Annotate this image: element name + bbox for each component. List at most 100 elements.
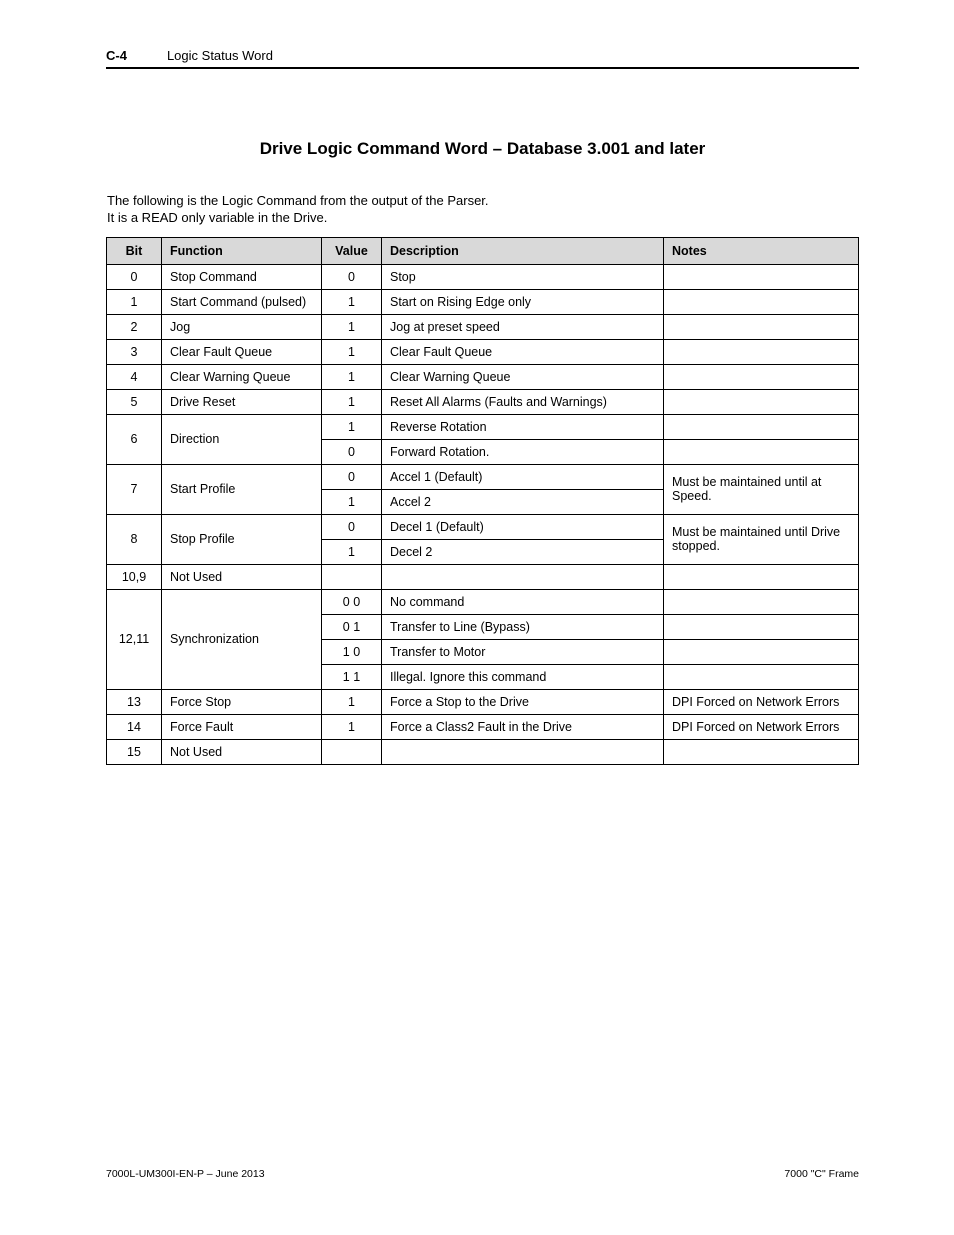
- page-number: C-4: [106, 48, 127, 63]
- cell-value: 1: [322, 389, 382, 414]
- cell-description: No command: [382, 589, 664, 614]
- cell-function: Clear Fault Queue: [162, 339, 322, 364]
- cell-description: [382, 564, 664, 589]
- cell-notes: [664, 414, 859, 439]
- cell-description: [382, 739, 664, 764]
- cell-bit: 13: [107, 689, 162, 714]
- cell-description: Transfer to Line (Bypass): [382, 614, 664, 639]
- cell-bit: 15: [107, 739, 162, 764]
- cell-notes: [664, 589, 859, 614]
- table-row: 8Stop Profile0Decel 1 (Default)Must be m…: [107, 514, 859, 539]
- cell-function: Stop Profile: [162, 514, 322, 564]
- table-row: 0Stop Command0Stop: [107, 264, 859, 289]
- cell-function: Start Command (pulsed): [162, 289, 322, 314]
- cell-value: 1: [322, 314, 382, 339]
- cell-function: Force Stop: [162, 689, 322, 714]
- cell-bit: 0: [107, 264, 162, 289]
- cell-notes: [664, 664, 859, 689]
- cell-value: 1 0: [322, 639, 382, 664]
- cell-notes: [664, 739, 859, 764]
- cell-function: Drive Reset: [162, 389, 322, 414]
- cell-description: Transfer to Motor: [382, 639, 664, 664]
- table-row: 1Start Command (pulsed)1Start on Rising …: [107, 289, 859, 314]
- cell-notes: [664, 389, 859, 414]
- cell-bit: 5: [107, 389, 162, 414]
- page-footer: 7000L-UM300I-EN-P – June 2013 7000 "C" F…: [106, 1168, 859, 1180]
- footer-left: 7000L-UM300I-EN-P – June 2013: [106, 1168, 265, 1180]
- cell-function: Stop Command: [162, 264, 322, 289]
- cell-bit: 10,9: [107, 564, 162, 589]
- cell-description: Jog at preset speed: [382, 314, 664, 339]
- cell-description: Stop: [382, 264, 664, 289]
- cell-notes: [664, 339, 859, 364]
- cell-value: 1: [322, 714, 382, 739]
- cell-value: 0 1: [322, 614, 382, 639]
- cell-description: Force a Class2 Fault in the Drive: [382, 714, 664, 739]
- cell-notes: Must be maintained until at Speed.: [664, 464, 859, 514]
- cell-bit: 14: [107, 714, 162, 739]
- table-header-row: Bit Function Value Description Notes: [107, 237, 859, 264]
- cell-value: 0: [322, 439, 382, 464]
- cell-value: [322, 739, 382, 764]
- header-title: Logic Status Word: [167, 48, 273, 63]
- cell-value: 1 1: [322, 664, 382, 689]
- table-row: 5Drive Reset1Reset All Alarms (Faults an…: [107, 389, 859, 414]
- table-row: 2Jog1Jog at preset speed: [107, 314, 859, 339]
- cell-description: Clear Fault Queue: [382, 339, 664, 364]
- cell-value: [322, 564, 382, 589]
- cell-description: Accel 2: [382, 489, 664, 514]
- command-word-table: Bit Function Value Description Notes 0St…: [106, 237, 859, 765]
- cell-function: Start Profile: [162, 464, 322, 514]
- cell-notes: [664, 564, 859, 589]
- th-bit: Bit: [107, 237, 162, 264]
- th-notes: Notes: [664, 237, 859, 264]
- page-header: C-4 Logic Status Word: [106, 48, 859, 69]
- cell-value: 1: [322, 489, 382, 514]
- cell-value: 1: [322, 689, 382, 714]
- cell-description: Illegal. Ignore this command: [382, 664, 664, 689]
- cell-description: Start on Rising Edge only: [382, 289, 664, 314]
- cell-value: 1: [322, 414, 382, 439]
- cell-function: Jog: [162, 314, 322, 339]
- th-description: Description: [382, 237, 664, 264]
- cell-value: 1: [322, 539, 382, 564]
- cell-description: Decel 2: [382, 539, 664, 564]
- cell-notes: [664, 439, 859, 464]
- cell-bit: 2: [107, 314, 162, 339]
- cell-bit: 8: [107, 514, 162, 564]
- cell-notes: [664, 264, 859, 289]
- cell-function: Not Used: [162, 564, 322, 589]
- table-row: 13Force Stop1Force a Stop to the DriveDP…: [107, 689, 859, 714]
- cell-function: Not Used: [162, 739, 322, 764]
- cell-notes: DPI Forced on Network Errors: [664, 714, 859, 739]
- cell-value: 1: [322, 339, 382, 364]
- cell-description: Reset All Alarms (Faults and Warnings): [382, 389, 664, 414]
- cell-description: Accel 1 (Default): [382, 464, 664, 489]
- cell-function: Clear Warning Queue: [162, 364, 322, 389]
- table-row: 12,11Synchronization0 0No command: [107, 589, 859, 614]
- intro-text: The following is the Logic Command from …: [107, 193, 859, 227]
- cell-notes: [664, 364, 859, 389]
- cell-notes: [664, 289, 859, 314]
- cell-value: 1: [322, 364, 382, 389]
- cell-notes: Must be maintained until Drive stopped.: [664, 514, 859, 564]
- th-value: Value: [322, 237, 382, 264]
- cell-notes: [664, 614, 859, 639]
- cell-function: Force Fault: [162, 714, 322, 739]
- cell-bit: 6: [107, 414, 162, 464]
- table-row: 14Force Fault1Force a Class2 Fault in th…: [107, 714, 859, 739]
- intro-line-1: The following is the Logic Command from …: [107, 193, 859, 210]
- cell-description: Force a Stop to the Drive: [382, 689, 664, 714]
- table-row: 4Clear Warning Queue1Clear Warning Queue: [107, 364, 859, 389]
- cell-function: Synchronization: [162, 589, 322, 689]
- cell-function: Direction: [162, 414, 322, 464]
- cell-value: 0: [322, 464, 382, 489]
- cell-bit: 7: [107, 464, 162, 514]
- section-title: Drive Logic Command Word – Database 3.00…: [106, 139, 859, 159]
- table-row: 10,9Not Used: [107, 564, 859, 589]
- cell-notes: DPI Forced on Network Errors: [664, 689, 859, 714]
- cell-bit: 12,11: [107, 589, 162, 689]
- footer-right: 7000 "C" Frame: [784, 1168, 859, 1180]
- cell-description: Clear Warning Queue: [382, 364, 664, 389]
- table-row: 6Direction1Reverse Rotation: [107, 414, 859, 439]
